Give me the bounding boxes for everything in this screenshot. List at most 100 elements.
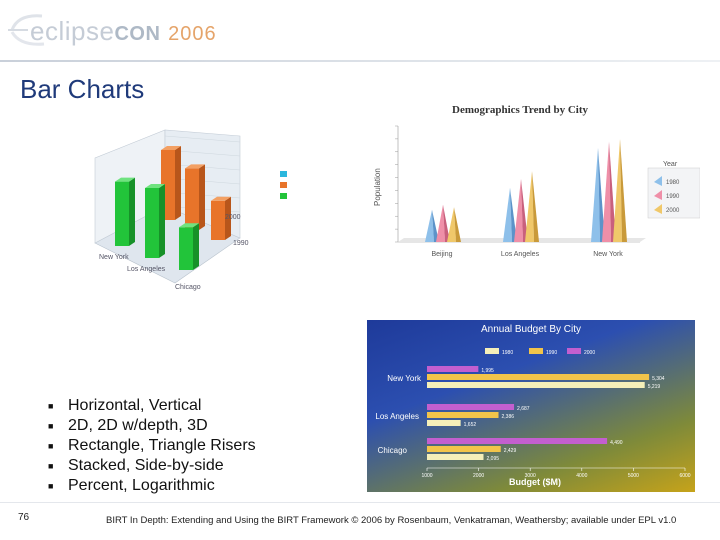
legend-swatch-green [280, 193, 287, 199]
chart-3d-gridline [164, 135, 241, 143]
budget-category-label: Los Angeles [375, 412, 419, 421]
demographics-categories: Beijing Los Angeles New York [431, 251, 623, 258]
bullet-icon: ■ [48, 401, 54, 411]
budget-bar [427, 412, 499, 418]
bar-3d-side [199, 164, 205, 230]
bullet-item: ■ Percent, Logarithmic [48, 476, 256, 496]
demographics-riser-shade [620, 138, 627, 242]
demographics-legend-1980: 1980 [666, 180, 680, 186]
chart-3d-bar: New York Los Angeles Chicago 2000 1990 [75, 118, 315, 296]
bar-3d-front [145, 188, 159, 258]
bar-3d-front [179, 227, 193, 270]
bullet-icon: ■ [48, 421, 54, 431]
legend-marker-1990 [654, 190, 662, 200]
demographics-riser-shade [609, 141, 616, 242]
budget-tick-label: 1000 [421, 473, 432, 479]
budget-tick-label: 4000 [576, 473, 587, 479]
bullet-text: Rectangle, Triangle Risers [68, 437, 256, 454]
chart-3d-depth-label: 1990 [233, 240, 249, 247]
budget-value-label: 2,429 [504, 448, 517, 454]
chart-3d-bars [115, 146, 231, 270]
bar-3d-top [185, 164, 205, 169]
budget-tick-label: 2000 [473, 473, 484, 479]
bar-3d-top [211, 196, 231, 201]
demographics-riser [503, 187, 512, 242]
bar-3d-side [225, 196, 231, 240]
demographics-riser [436, 204, 445, 242]
budget-bar [427, 404, 515, 410]
bar-3d-top [145, 184, 165, 188]
budget-category-label: New York [387, 374, 422, 383]
bullet-list: ■ Horizontal, Vertical ■ 2D, 2D w/depth, 3… [48, 396, 256, 496]
bar-3d-side [129, 177, 135, 246]
budget-title: Annual Budget By City [480, 324, 582, 335]
demographics-riser [425, 209, 434, 242]
bar-3d-front [211, 200, 225, 240]
chart-3d-category-label: Chicago [175, 284, 201, 291]
budget-legend: 1980 1990 2000 [485, 348, 595, 356]
budget-tick-label: 6000 [679, 473, 690, 479]
budget-legend-swatch [567, 348, 581, 354]
budget-bar [427, 420, 461, 426]
header-divider [0, 60, 720, 62]
demographics-riser [602, 141, 611, 242]
budget-value-label: 5,219 [648, 384, 661, 390]
demographics-svg: Population Beijing Los Angeles New York Ye… [373, 125, 700, 258]
bar-3d-side [159, 184, 165, 258]
logo-brand: eclipse [30, 16, 115, 46]
budget-value-label: 1,995 [481, 368, 494, 374]
budget-value-label: 1,652 [464, 422, 477, 428]
chart-annual-budget: Annual Budget By City 1980 1990 2000 New Y… [367, 320, 695, 492]
footer-credit: BIRT In Depth: Extending and Using the B… [106, 515, 677, 526]
demographics-riser-shade [532, 171, 539, 242]
budget-xlabel: Budget ($M) [509, 477, 561, 487]
demographics-legend-2000: 2000 [666, 208, 680, 214]
demographics-riser [447, 207, 456, 242]
budget-bar [427, 454, 484, 460]
demographics-riser [525, 171, 534, 242]
budget-ticks: 1000 2000 3000 4000 5000 6000 [421, 467, 691, 479]
budget-legend-label: 2000 [584, 350, 595, 356]
budget-svg: 1980 1990 2000 New York 1,995 5,304 5,219 Los … [375, 348, 691, 487]
footer-divider [0, 502, 720, 503]
bar-3d-front [115, 181, 129, 246]
budget-category-label: Chicago [378, 446, 408, 455]
bullet-icon: ■ [48, 441, 54, 451]
chart-3d-depth-label: 2000 [225, 214, 241, 221]
demographics-legend: Year 1980 1990 2000 [647, 161, 700, 219]
demographics-riser-shade [443, 204, 450, 242]
bullet-text: Horizontal, Vertical [68, 397, 202, 414]
slide-title: Bar Charts [20, 74, 145, 104]
bar-3d-top [161, 146, 181, 150]
bullet-item: ■ Stacked, Side-by-side [48, 456, 256, 476]
bar-3d-side [193, 223, 199, 270]
demographics-risers [425, 138, 627, 242]
bullet-item: ■ 2D, 2D w/depth, 3D [48, 416, 256, 436]
chart-demographics: Demographics Trend by City Population Be… [360, 96, 700, 266]
logo-suffix: CON [114, 23, 161, 45]
budget-value-label: 2,095 [487, 456, 500, 462]
budget-tick-label: 3000 [525, 473, 536, 479]
bar-3d-front [185, 168, 199, 230]
chart-3d-category-label: New York [99, 254, 129, 261]
budget-tick-label: 5000 [628, 473, 639, 479]
chart-3d-svg [94, 129, 287, 284]
demographics-riser-shade [454, 207, 461, 242]
legend-swatch-orange [280, 182, 287, 188]
bullet-text: Percent, Logarithmic [68, 477, 215, 494]
budget-bar [427, 382, 645, 388]
demographics-category-label: Los Angeles [501, 251, 540, 258]
budget-value-label: 2,687 [517, 406, 530, 412]
chart-3d-legend [280, 171, 287, 199]
eclipsecon-logo: eclipseCON 2006 [8, 10, 238, 50]
bar-3d-top [179, 223, 199, 228]
demographics-ylabel: Population [373, 168, 382, 206]
logo-year: 2006 [168, 23, 217, 45]
legend-marker-1980 [654, 176, 662, 186]
budget-legend-swatch [485, 348, 499, 354]
bullet-text: Stacked, Side-by-side [68, 457, 224, 474]
budget-bar [427, 446, 501, 452]
budget-legend-label: 1980 [502, 350, 513, 356]
